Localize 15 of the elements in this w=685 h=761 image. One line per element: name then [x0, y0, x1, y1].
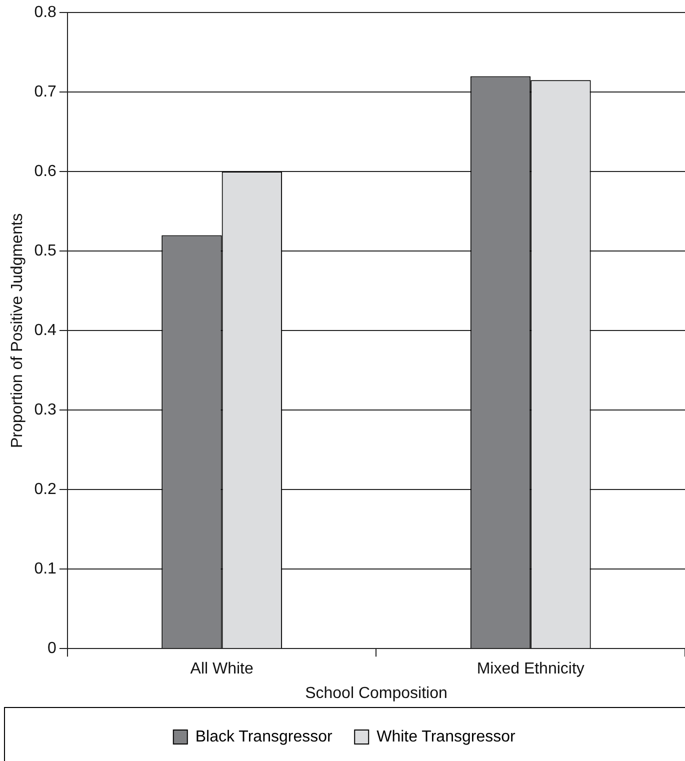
y-tick-label: 0.1 — [34, 560, 57, 578]
legend-label: Black Transgressor — [195, 728, 333, 746]
y-tick-label: 0.2 — [34, 481, 57, 498]
y-tick-label: 0 — [48, 640, 57, 658]
x-axis-title: School Composition — [305, 684, 448, 702]
y-axis-title: Proportion of Positive Judgments — [9, 213, 26, 448]
y-tick-label: 0.7 — [34, 84, 57, 101]
y-tick-label: 0.8 — [34, 4, 57, 22]
y-tick-label: 0.4 — [34, 322, 57, 340]
y-tick-label: 0.3 — [34, 402, 57, 419]
x-tick-label: All White — [190, 660, 254, 678]
x-tick-label: Mixed Ethnicity — [476, 660, 584, 678]
legend-label: White Transgressor — [376, 728, 516, 746]
y-tick-label: 0.6 — [34, 163, 57, 180]
y-tick-label: 0.5 — [34, 242, 57, 260]
